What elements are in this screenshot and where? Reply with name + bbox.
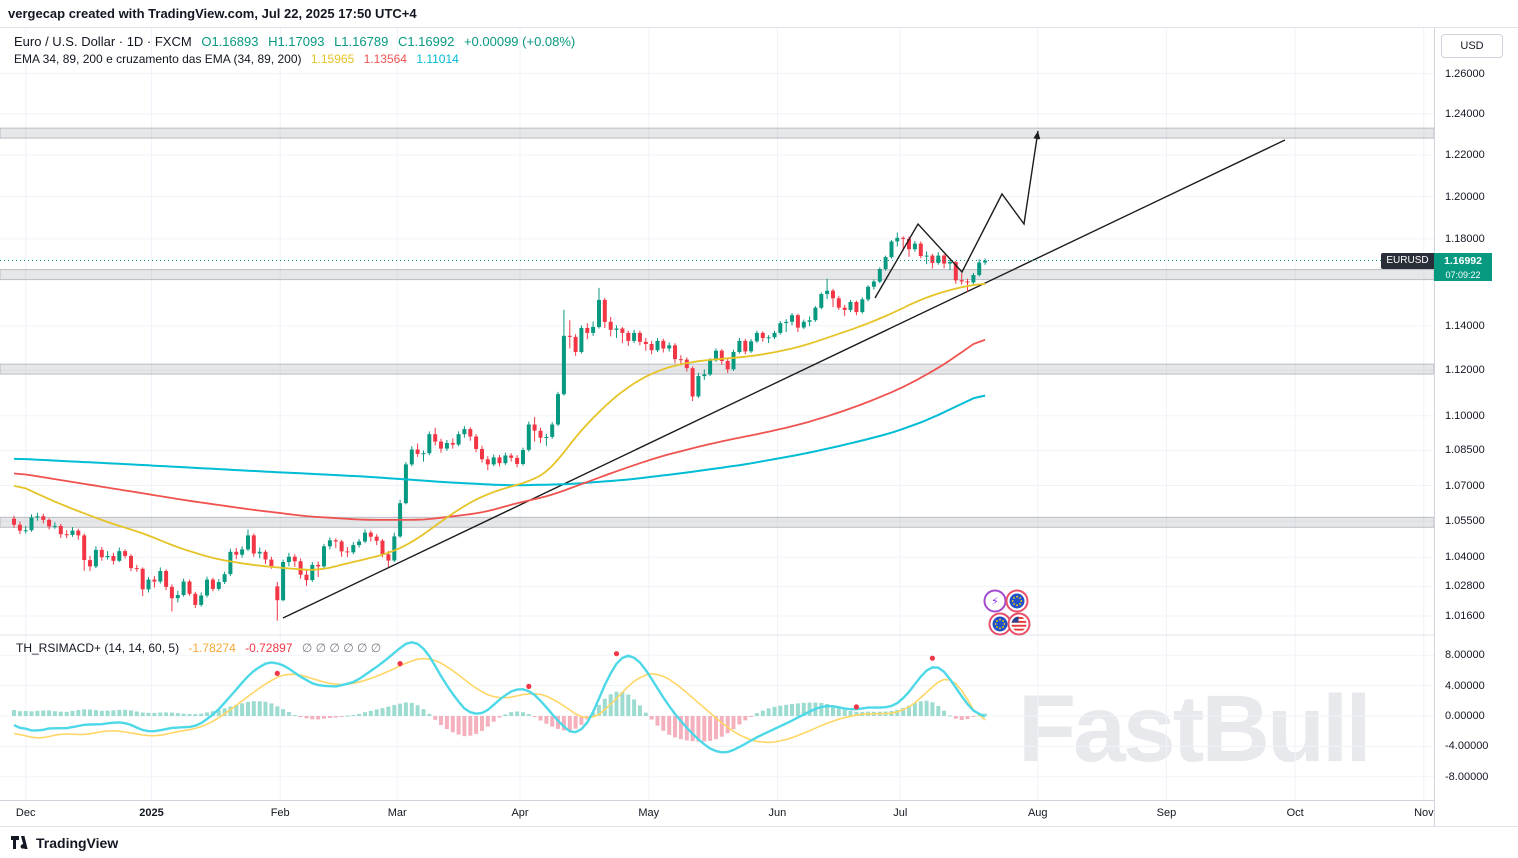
indicator-signal-dots — [274, 651, 936, 710]
support-resistance-zones — [0, 127, 1435, 528]
trendline-drawing[interactable] — [282, 139, 1286, 619]
price-axis-label: 1.22000 — [1445, 148, 1485, 161]
price-axis-label: 1.18000 — [1445, 232, 1485, 245]
indicator-value-2: -0.72897 — [245, 641, 293, 655]
high-value: H1.17093 — [268, 34, 325, 49]
price-axis[interactable]: USD 1.26000 1.24000 1.22000 1.20000 1.18000 1… — [1434, 28, 1518, 826]
price-axis-label: 1.14000 — [1445, 319, 1485, 332]
indicator-signal-line — [13, 657, 986, 744]
price-axis-label: 1.01600 — [1445, 609, 1485, 622]
indicator-axis-label: 0.00000 — [1445, 710, 1485, 722]
tradingview-link[interactable]: TradingView — [10, 835, 118, 851]
time-axis-label: Sep — [1156, 807, 1177, 819]
grid-lines — [0, 28, 1434, 800]
ema89-value: 1.13564 — [363, 52, 407, 66]
time-axis-label: 2025 — [139, 807, 164, 819]
ema34-line — [13, 282, 986, 571]
price-axis-label: 1.26000 — [1445, 67, 1485, 80]
price-axis-label: 1.04000 — [1445, 551, 1485, 564]
time-axis-label: Aug — [1027, 807, 1048, 819]
symbol-title[interactable]: Euro / U.S. Dollar · 1D · FXCM — [14, 34, 192, 49]
time-axis-label: Mar — [387, 807, 407, 819]
time-axis-label: Apr — [511, 807, 529, 819]
indicator-fast-line — [13, 641, 986, 754]
indicator-axis-label: 4.00000 — [1445, 679, 1485, 692]
price-axis-label: 1.20000 — [1445, 190, 1485, 203]
indicator-null-values: ∅ ∅ ∅ ∅ ∅ ∅ — [301, 641, 382, 655]
indicator-title[interactable]: TH_RSIMACD+ (14, 14, 60, 5) — [16, 641, 180, 655]
price-axis-label: 1.10000 — [1445, 409, 1485, 422]
ema200-value: 1.11014 — [416, 52, 459, 66]
ema200-line — [13, 394, 986, 487]
projection-drawing[interactable] — [874, 130, 1039, 299]
change-value: +0.00099 (+0.08%) — [463, 34, 576, 49]
tradingview-brand: TradingView — [36, 834, 119, 851]
time-axis[interactable]: Dec 2025 Feb Mar Apr May Jun Jul Aug Sep Oct Nov — [0, 800, 1434, 827]
last-price-label: 1.16992 — [1434, 252, 1492, 269]
ema34-value: 1.15965 — [310, 52, 355, 66]
time-axis-label: Jul — [893, 807, 908, 819]
indicator-axis-label: -4.00000 — [1445, 740, 1489, 753]
price-axis-label: 1.24000 — [1445, 107, 1485, 120]
indicator-legend: TH_RSIMACD+ (14, 14, 60, 5) -1.78274 -0.… — [16, 641, 387, 655]
close-value: C1.16992 — [397, 34, 455, 49]
bar-countdown-label: 07:09:22 — [1434, 269, 1492, 282]
price-axis-label: 1.08500 — [1445, 444, 1485, 457]
open-value: O1.16893 — [201, 34, 259, 49]
footer-bar: TradingView — [0, 826, 1518, 858]
tradingview-logo-icon — [11, 836, 28, 849]
time-axis-label: May — [638, 807, 660, 819]
ema-title[interactable]: EMA 34, 89, 200 e cruzamento das EMA (34… — [14, 52, 302, 66]
low-value: L1.16789 — [334, 34, 389, 49]
price-axis-label: 1.05500 — [1445, 515, 1485, 528]
price-axis-label: 1.02800 — [1445, 580, 1485, 593]
time-axis-label: Nov — [1414, 807, 1434, 819]
attribution-bar: vergecap created with TradingView.com, J… — [0, 0, 1518, 28]
time-axis-label: Oct — [1286, 807, 1304, 819]
macd-histogram — [12, 691, 988, 742]
projection-arrowhead-icon — [1033, 131, 1041, 140]
attribution-text: vergecap created with TradingView.com, J… — [8, 6, 417, 21]
fastbull-watermark: FastBull — [1018, 676, 1372, 782]
price-axis-label: 1.07000 — [1445, 479, 1485, 492]
ema89-line — [13, 338, 986, 521]
symbol-price-label: EURUSD — [1381, 252, 1434, 269]
indicator-value-1: -1.78274 — [188, 641, 236, 655]
price-axis-label: 1.12000 — [1445, 364, 1485, 377]
time-axis-label: Jun — [768, 807, 787, 819]
economic-event-icons[interactable]: ⚡ — [983, 589, 1031, 636]
candles — [12, 232, 988, 621]
time-axis-label: Feb — [270, 807, 290, 819]
indicator-axis-label: 8.00000 — [1445, 649, 1485, 662]
indicator-axis-label: -8.00000 — [1445, 770, 1489, 783]
currency-usd-button[interactable]: USD — [1441, 34, 1503, 58]
symbol-legend: Euro / U.S. Dollar · 1D · FXCM O1.16893 … — [14, 34, 581, 49]
time-axis-label: Dec — [15, 807, 36, 819]
svg-text:⚡: ⚡ — [991, 595, 999, 608]
ema-legend: EMA 34, 89, 200 e cruzamento das EMA (34… — [14, 52, 465, 66]
